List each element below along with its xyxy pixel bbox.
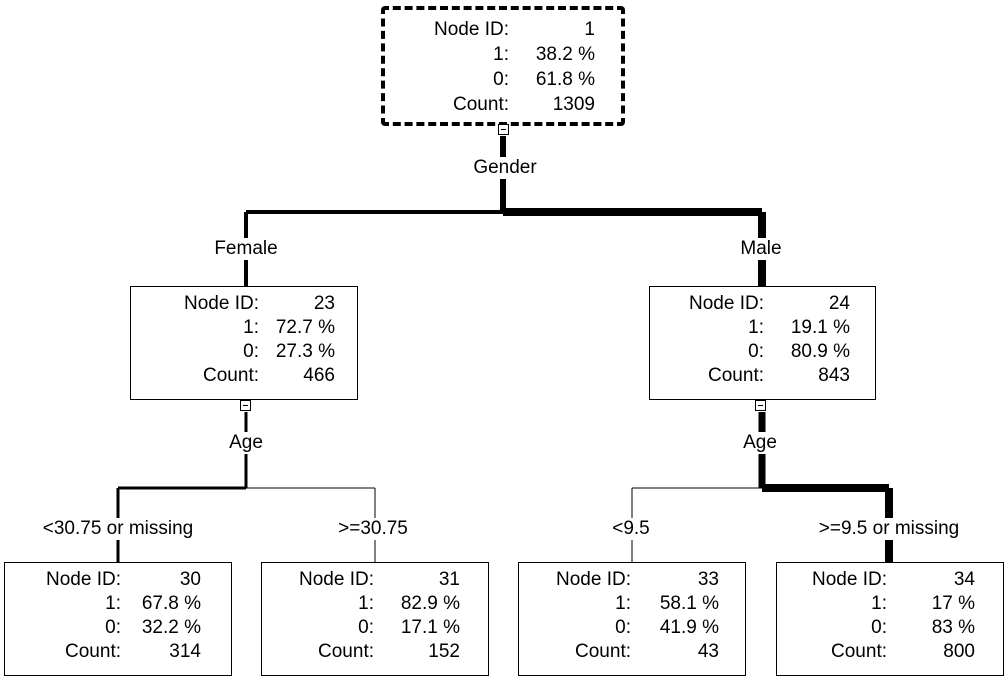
node-30[interactable]: Node ID: 30 1: 67.8 % 0: 32.2 % Count: 3… (4, 562, 232, 676)
node-24[interactable]: Node ID: 24 1: 19.1 % 0: 80.9 % Count: 8… (649, 286, 876, 400)
node-1[interactable]: Node ID: 1 1: 38.2 % 0: 61.8 % Count: 13… (381, 6, 625, 126)
branch-label-n34: >=9.5 or missing (817, 518, 961, 540)
node-34[interactable]: Node ID: 34 1: 17 % 0: 83 % Count: 800 (776, 562, 1004, 676)
node-31[interactable]: Node ID: 31 1: 82.9 % 0: 17.1 % Count: 1… (261, 562, 489, 676)
branch-label-n30: <30.75 or missing (41, 518, 195, 540)
split-label-age-23: Age (228, 432, 264, 454)
branch-label-n33: <9.5 (611, 518, 651, 540)
branch-label-n31: >=30.75 (337, 518, 409, 540)
node-row-id: Node ID: (434, 19, 509, 40)
branch-label-female: Female (213, 238, 279, 260)
node-23[interactable]: Node ID: 23 1: 72.7 % 0: 27.3 % Count: 4… (130, 286, 358, 400)
collapse-toggle-node-1[interactable] (498, 124, 509, 135)
branch-label-male: Male (739, 238, 783, 260)
collapse-toggle-node-23[interactable] (240, 400, 251, 411)
node-33[interactable]: Node ID: 33 1: 58.1 % 0: 41.9 % Count: 4… (518, 562, 746, 676)
split-label-gender: Gender (472, 157, 538, 179)
collapse-toggle-node-24[interactable] (755, 400, 766, 411)
split-label-age-24: Age (742, 432, 778, 454)
node-row-id-value: 1 (584, 19, 595, 40)
